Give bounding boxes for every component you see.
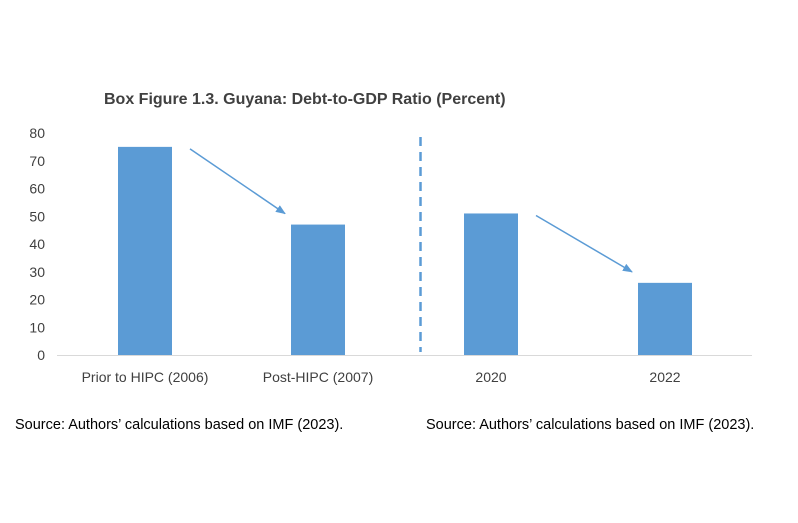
y-tick-label: 0 xyxy=(37,347,45,363)
bar xyxy=(464,213,518,355)
y-tick-label: 40 xyxy=(29,236,45,252)
y-tick-label: 50 xyxy=(29,208,45,224)
bar xyxy=(638,282,692,355)
y-tick-label: 70 xyxy=(29,153,45,169)
bar xyxy=(291,224,345,355)
x-tick-label: Prior to HIPC (2006) xyxy=(82,369,209,385)
trend-arrow xyxy=(189,148,286,215)
y-tick-label: 30 xyxy=(29,264,45,280)
y-tick-label: 80 xyxy=(29,125,45,141)
chart-title: Box Figure 1.3. Guyana: Debt-to-GDP Rati… xyxy=(104,91,506,108)
x-tick-label: 2020 xyxy=(475,369,506,385)
x-axis-ticks: Prior to HIPC (2006) Post-HIPC (2007) 2020… xyxy=(82,369,681,385)
source-note-right: Source: Authors’ calculations based on I… xyxy=(426,417,755,433)
y-tick-label: 60 xyxy=(29,181,45,197)
bar xyxy=(118,146,172,355)
trend-arrow xyxy=(535,214,633,273)
y-axis-ticks: 0 10 20 30 40 50 60 70 80 xyxy=(29,125,45,363)
y-tick-label: 10 xyxy=(29,319,45,335)
annotations xyxy=(189,137,633,352)
x-tick-label: 2022 xyxy=(649,369,680,385)
bars xyxy=(118,146,692,355)
source-note-left: Source: Authors’ calculations based on I… xyxy=(15,417,344,433)
x-tick-label: Post-HIPC (2007) xyxy=(263,369,373,385)
y-tick-label: 20 xyxy=(29,292,45,308)
